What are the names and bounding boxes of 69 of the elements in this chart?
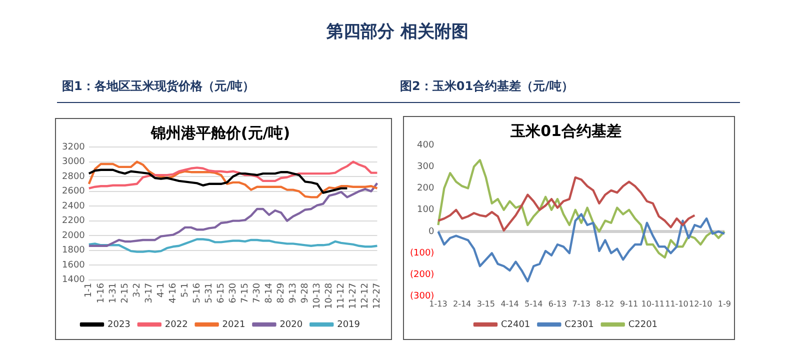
x-tick-label: 2-15 [120,282,130,304]
x-tick-label: 3-17 [144,282,154,304]
x-tick-label: 3-15 [476,299,495,308]
legend-label: 2023 [107,320,130,330]
x-tick-label: 1-13 [429,299,448,308]
y-tick-label: 0 [428,226,434,237]
y-tick-label: (200) [410,270,434,280]
x-tick-label: 10-13 [312,282,322,310]
legend-label: C2401 [500,320,530,330]
x-tick-label: 5-1 [180,282,190,298]
x-tick-label: 6-13 [548,299,567,308]
chart-title: 玉米01合约基差 [510,122,622,140]
x-tick-label: 1-9 [718,299,732,308]
x-tick-label: 12-12 [360,282,371,310]
x-tick-label: 11-10 [665,299,688,308]
x-tick-label: 7-13 [572,299,590,308]
legend-label: C2201 [628,320,658,330]
y-tick-label: 2400 [62,201,86,212]
x-tick-label: 1-16 [96,282,106,304]
legend-label: 2021 [222,320,246,330]
legend-label: 2020 [280,320,303,330]
x-tick-label: 8-14 [264,282,274,304]
text: 第四部分 相关附图 [326,21,470,43]
y-tick-label: (300) [410,292,434,302]
y-tick-label: 3200 [62,142,86,152]
y-tick-label: 2200 [62,216,86,226]
y-tick-label: (100) [410,248,434,258]
x-tick-label: 7-15 [240,282,250,304]
x-tick-label: 4-1 [156,282,166,298]
x-tick-label: 12-10 [688,299,712,308]
y-tick-label: 1600 [62,260,86,270]
x-tick-label: 10-28 [324,282,334,310]
x-tick-label: 1-31 [108,282,118,304]
x-tick-label: 3-2 [132,282,142,298]
y-tick-label: 2000 [62,230,86,241]
chart-subtitle: 图1：各地区玉米现货价格（元/吨） [62,78,255,95]
y-tick-label: 1400 [62,275,86,286]
y-tick-label: 400 [417,140,434,150]
x-tick-label: 2-14 [452,299,472,308]
x-tick-label: 8-29 [276,282,286,304]
x-tick-label: 5-14 [524,299,543,308]
y-tick-label: 2600 [62,186,86,197]
x-tick-label: 4-16 [168,282,178,304]
legend-label: C2301 [564,320,594,330]
x-tick-label: 7-30 [252,282,262,304]
y-tick-label: 200 [417,184,434,194]
legend-label: 2022 [164,320,188,330]
x-tick-label: 9-13 [288,282,298,304]
x-tick-label: 4-14 [500,299,519,308]
x-tick-label: 8-12 [596,299,614,308]
y-tick-label: 3000 [62,157,86,168]
x-tick-label: 10-11 [641,299,665,308]
x-tick-label: 11-27 [348,282,359,310]
y-tick-label: 2800 [62,172,86,182]
y-tick-label: 300 [417,162,434,172]
y-tick-label: 1800 [62,246,86,256]
x-tick-label: 5-16 [192,282,202,304]
x-tick-label: 5-31 [204,282,214,304]
chart-title: 锦州港平舱价(元/吨) [150,124,290,142]
chart-subtitle: 图2：玉米01合约基差（元/吨） [400,78,574,95]
y-tick-label: 100 [417,205,434,216]
x-tick-label: 6-30 [228,282,238,304]
x-tick-label: 6-15 [216,282,226,304]
x-tick-label: 12-27 [372,282,383,310]
x-tick-label: 1-1 [84,282,94,298]
x-tick-label: 9-11 [620,299,638,308]
x-tick-label: 9-28 [300,282,310,304]
legend-label: 2019 [337,320,360,330]
x-tick-label: 11-12 [336,282,347,310]
